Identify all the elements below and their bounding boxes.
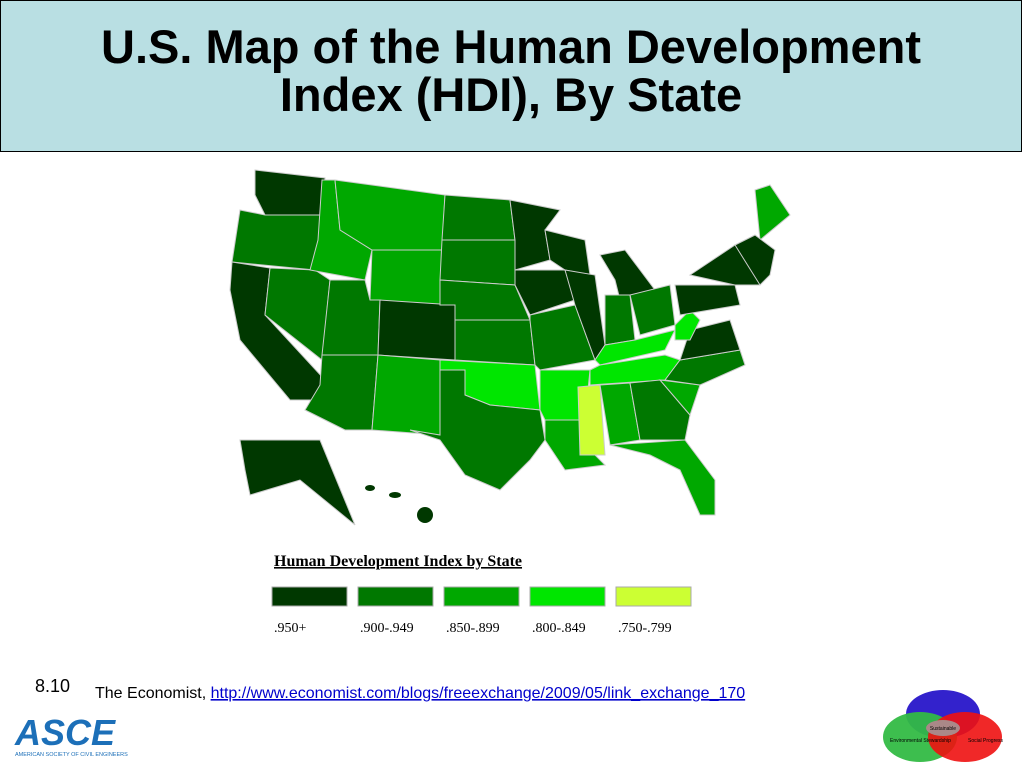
legend-label: .950+	[274, 621, 307, 636]
venn-center: Sustainable	[930, 726, 956, 732]
venn-diagram: Sustainable Environmental Stewardship So…	[883, 690, 1004, 762]
logo-subtitle: AMERICAN SOCIETY OF CIVIL ENGINEERS	[15, 752, 128, 758]
title-box: U.S. Map of the Human Development Index …	[0, 0, 1022, 152]
venn-left: Environmental Stewardship	[890, 738, 951, 744]
legend-label: .900-.949	[360, 621, 414, 636]
legend-swatch	[357, 586, 434, 607]
legend: .950+ .900-.949 .850-.899 .800-.849 .750-.79…	[271, 586, 692, 636]
title-line: Index (HDI), By State	[279, 68, 743, 121]
source-link[interactable]: http://www.economist.com/blogs/freeexcha…	[211, 685, 746, 702]
legend-label: .750-.799	[618, 621, 672, 636]
legend-title: Human Development Index by State	[274, 553, 522, 570]
legend-label: .800-.849	[532, 621, 586, 636]
venn-right: Social Progress	[968, 738, 1004, 744]
us-map	[229, 169, 791, 526]
legend-swatch	[615, 586, 692, 607]
slide-number: 8.10	[35, 676, 70, 696]
logo: ASCE	[14, 712, 116, 753]
source: The Economist, http://www.economist.com/…	[95, 685, 745, 702]
source-text: The Economist,	[95, 685, 211, 702]
legend-swatch	[443, 586, 520, 607]
legend-label: .850-.899	[446, 621, 500, 636]
legend-swatch	[529, 586, 606, 607]
legend-swatch	[271, 586, 348, 607]
title-line: U.S. Map of the Human Development	[101, 20, 921, 73]
